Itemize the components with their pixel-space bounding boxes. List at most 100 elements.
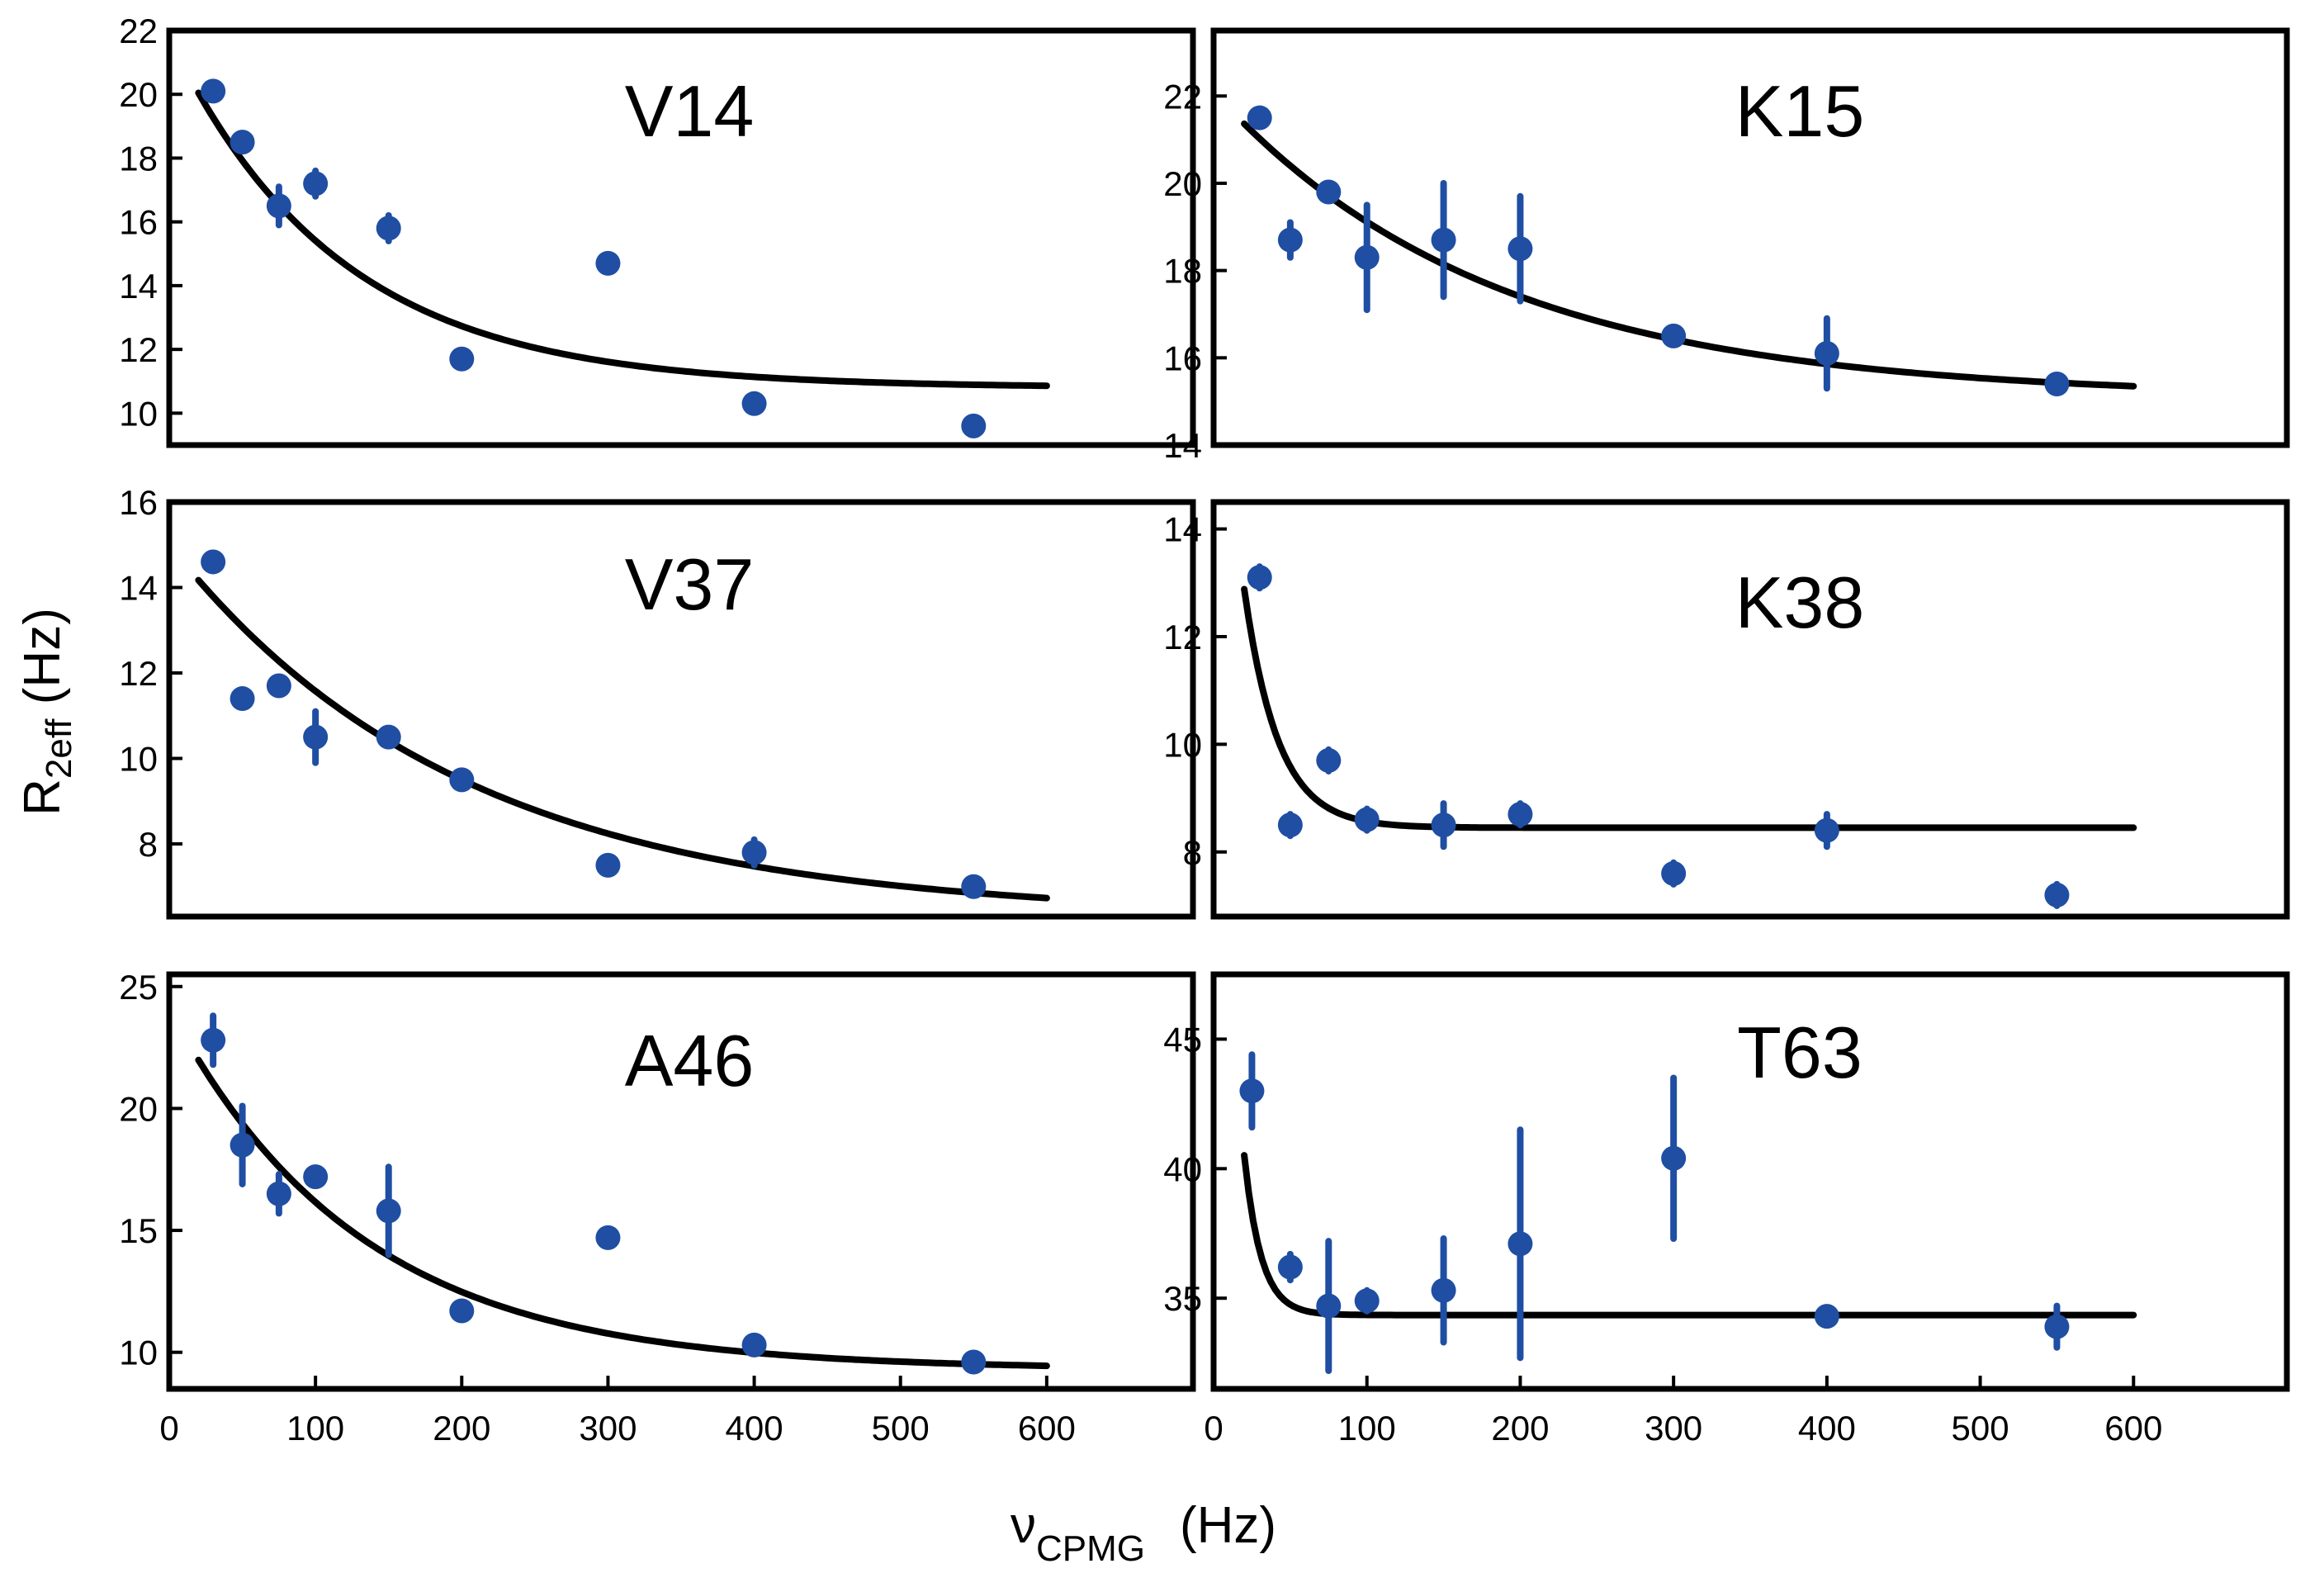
data-point <box>1661 860 1687 886</box>
data-point <box>1508 802 1533 827</box>
fit-curve <box>1241 120 2137 390</box>
x-tick-label: 0 <box>1204 1409 1223 1447</box>
y-tick-label: 45 <box>1163 1020 1202 1059</box>
data-point <box>266 193 291 219</box>
data-point <box>1316 1293 1342 1319</box>
data-point <box>201 549 226 575</box>
fit-curve <box>195 576 1050 902</box>
y-tick-label: 14 <box>1163 510 1202 549</box>
fit-curve <box>1241 1152 2137 1319</box>
data-point <box>1508 236 1533 262</box>
data-point <box>449 767 475 793</box>
data-point <box>230 686 255 712</box>
data-point <box>2044 1314 2070 1339</box>
y-tick-label: 22 <box>1163 77 1202 116</box>
x-tick-label: 500 <box>872 1409 930 1447</box>
data-point <box>1316 747 1342 773</box>
y-tick-label: 18 <box>1163 252 1202 291</box>
data-point <box>376 216 401 241</box>
data-point <box>1354 1288 1380 1314</box>
fit-curve <box>195 89 1050 390</box>
y-axis-title-sub: 2eff <box>39 718 79 779</box>
panel-frame <box>1210 499 2290 920</box>
y-tick-label: 10 <box>119 1334 158 1372</box>
panel-v14: 10 12 14 16 18 20 22 V14 <box>119 12 1196 448</box>
panel-title: K15 <box>1735 70 1865 152</box>
fit-curve <box>1241 585 2137 832</box>
data-point <box>961 413 987 438</box>
y-tick-label: 20 <box>119 75 158 114</box>
y-tick-label: 25 <box>119 968 158 1007</box>
panels-group: 10 12 14 16 18 20 22 V14 14 16 18 20 22 K15 8 10 12 14 16 V… <box>119 12 2290 1447</box>
data-point <box>303 1164 329 1190</box>
y-tick-label: 8 <box>1183 833 1202 872</box>
data-point <box>449 346 475 372</box>
y-tick-label: 15 <box>119 1211 158 1250</box>
panel-frame <box>1210 27 2290 448</box>
data-point <box>303 171 329 197</box>
x-tick-label: 600 <box>2104 1409 2162 1447</box>
data-point <box>1277 227 1303 253</box>
x-tick-label: 500 <box>1952 1409 2009 1447</box>
y-tick-label: 20 <box>119 1089 158 1128</box>
data-point <box>1661 1145 1687 1171</box>
y-tick-label: 16 <box>1163 339 1202 377</box>
y-tick-label: 20 <box>1163 164 1202 203</box>
x-axis-title-sub: CPMG <box>1036 1528 1145 1569</box>
panel-title: K38 <box>1735 561 1865 643</box>
panel-title: V14 <box>625 70 755 152</box>
x-tick-label: 300 <box>579 1409 637 1447</box>
data-point <box>303 724 329 750</box>
data-point <box>1354 807 1380 832</box>
y-axis-title: R2eff (Hz) <box>14 608 79 816</box>
panel-t63: 35 40 45 0 100 200 300 400 500 600 T63 <box>1163 971 2290 1447</box>
data-point <box>201 1027 226 1053</box>
x-tick-label: 600 <box>1018 1409 1076 1447</box>
data-point <box>1239 1078 1265 1104</box>
data-point <box>741 391 767 416</box>
fit-curve <box>195 1056 1050 1370</box>
data-point <box>2044 882 2070 907</box>
x-axis-title-main: ν <box>1011 1497 1036 1554</box>
y-tick-label: 10 <box>1163 725 1202 764</box>
y-tick-label: 16 <box>119 483 158 522</box>
panel-frame <box>166 499 1196 920</box>
data-point <box>1814 817 1839 843</box>
panel-frame <box>1210 971 2290 1392</box>
data-point <box>2044 372 2070 397</box>
data-point <box>1431 1277 1456 1303</box>
data-point <box>1431 227 1456 253</box>
y-tick-label: 14 <box>1163 426 1202 465</box>
data-point <box>741 1332 767 1357</box>
y-tick-label: 10 <box>119 394 158 433</box>
data-point <box>1508 1231 1533 1257</box>
data-point <box>266 673 291 699</box>
panel-v37: 8 10 12 14 16 V37 <box>119 483 1196 920</box>
y-tick-label: 12 <box>119 330 158 369</box>
data-point <box>595 852 621 878</box>
panel-k15: 14 16 18 20 22 K15 <box>1163 27 2290 465</box>
data-point <box>1814 341 1839 367</box>
x-tick-label: 100 <box>286 1409 344 1447</box>
y-tick-label: 22 <box>119 12 158 50</box>
x-tick-label: 300 <box>1645 1409 1702 1447</box>
x-tick-label: 0 <box>159 1409 178 1447</box>
x-tick-label: 200 <box>433 1409 490 1447</box>
y-tick-label: 40 <box>1163 1149 1202 1188</box>
panel-k38: 8 10 12 14 K38 <box>1163 499 2290 920</box>
panel-frame <box>166 27 1196 448</box>
data-point <box>741 840 767 865</box>
x-tick-label: 400 <box>726 1409 783 1447</box>
panel-a46: 10 15 20 25 0 100 200 300 400 500 600 A46 <box>119 968 1196 1447</box>
data-point <box>230 1132 255 1158</box>
data-point <box>1661 323 1687 348</box>
y-tick-label: 35 <box>1163 1279 1202 1318</box>
x-axis-title: νCPMG (Hz) <box>1011 1497 1276 1569</box>
x-tick-label: 200 <box>1491 1409 1549 1447</box>
data-point <box>1277 1254 1303 1280</box>
data-point <box>230 130 255 155</box>
data-point <box>1247 105 1272 130</box>
data-point <box>1247 565 1272 590</box>
y-axis-title-unit: (Hz) <box>14 608 71 718</box>
